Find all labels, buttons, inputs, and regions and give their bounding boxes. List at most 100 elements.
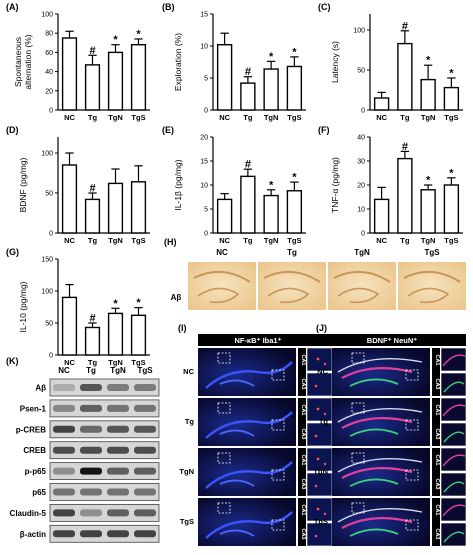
y-tick-label: 0 xyxy=(49,231,53,238)
inset-bdnf-ca3 xyxy=(443,531,465,543)
significance-mark: * xyxy=(292,172,297,184)
x-tick-label: TgN xyxy=(264,236,279,245)
wb-strip xyxy=(49,503,160,522)
significance-mark: # xyxy=(89,313,95,325)
fluor-row-label: TgN xyxy=(313,467,328,476)
x-tick-label: Tg xyxy=(400,236,410,245)
bar-chart-6: (F) TNF-α (pg/mg) 0 10 20 30 40 NC Tg # TgN * TgS * xyxy=(318,125,463,245)
y-axis-title: Exploration (%) xyxy=(173,33,183,91)
wb-strip xyxy=(49,399,160,418)
fluor-panel-I: (I) NF-κB⁺ Iba1⁺ NC CA1 CA3 Tg CA1 CA3 TgN CA1 CA3… xyxy=(178,323,333,547)
ihc-column-label: NC xyxy=(216,248,228,257)
fluor-row-TgS: TgS CA1 CA3 xyxy=(180,497,333,547)
wb-band xyxy=(134,488,156,496)
bar-TgN xyxy=(420,189,436,234)
wb-band xyxy=(134,384,156,391)
wb-row-7: Claudin-5 xyxy=(10,503,160,522)
bar-Tg xyxy=(397,42,413,111)
wb-band xyxy=(107,425,129,433)
bar-NC xyxy=(61,296,78,356)
x-tick-label: TgN xyxy=(264,113,279,122)
wb-band xyxy=(134,446,156,454)
bar-TgN xyxy=(107,182,124,234)
significance-mark: # xyxy=(245,66,251,78)
significance-mark: * xyxy=(113,298,118,310)
ihc-tissue xyxy=(328,262,396,310)
wb-band xyxy=(80,404,102,412)
dentate-layer xyxy=(219,429,255,437)
x-tick-label: TgS xyxy=(287,113,301,122)
fluor-main-image xyxy=(332,448,430,496)
x-tick-label: TgN xyxy=(108,113,123,122)
inset-neun-ca1 xyxy=(442,454,466,467)
significance-mark: * xyxy=(426,175,431,187)
bdnf-layer xyxy=(349,378,399,387)
wb-band xyxy=(134,467,156,475)
roi-box-ca3 xyxy=(405,519,419,531)
wb-band-name: p-p65 xyxy=(25,467,47,476)
bar-TgS xyxy=(286,65,303,111)
inset-label-ca1: CA1 xyxy=(434,504,440,515)
y-tick-label: 20 xyxy=(45,88,53,95)
x-tick-label: NC xyxy=(64,236,75,245)
y-tick-label: 0 xyxy=(361,231,365,238)
ihc-tissue xyxy=(398,262,466,310)
inset-label-strip xyxy=(432,348,440,396)
x-tick-label: NC xyxy=(219,236,230,245)
roi-box-ca1 xyxy=(217,402,231,414)
y-axis-title: IL-10 (pg/mg) xyxy=(18,281,28,332)
inset-label-ca1: CA1 xyxy=(300,404,306,415)
bdnf-layer xyxy=(349,478,399,487)
wb-band xyxy=(107,446,129,454)
inset-ca3 xyxy=(306,522,333,547)
fluor-header xyxy=(332,334,466,346)
inset-cell xyxy=(323,362,327,366)
wb-band xyxy=(80,488,102,496)
y-tick-label: 5 xyxy=(204,207,208,214)
ihc-tissue xyxy=(258,262,326,310)
wb-column-label: TgN xyxy=(110,366,126,375)
wb-band xyxy=(53,446,75,454)
fluor-panel-J: (J)BDNF⁺ NeuN⁺NCCA1CA3TgCA1CA3TgNCA1CA3T… xyxy=(313,323,467,547)
y-tick-label: 0 xyxy=(361,108,365,115)
wb-strip xyxy=(49,524,160,543)
panel-label: (G) xyxy=(6,247,19,257)
inset-cell xyxy=(314,484,318,488)
roi-box-ca1 xyxy=(351,402,365,414)
wb-band xyxy=(53,384,75,391)
bar-Tg xyxy=(84,198,101,234)
fluor-row-label: NC xyxy=(317,367,328,376)
wb-band xyxy=(53,509,75,517)
ca-layer xyxy=(337,358,423,373)
inset-label-ca3: CA3 xyxy=(434,528,440,539)
fluor-row-NC: NC CA1 CA3 xyxy=(183,347,333,397)
inset-label-ca1: CA1 xyxy=(434,354,440,365)
panel-label: (B) xyxy=(162,2,175,12)
bdnf-layer xyxy=(349,428,399,437)
fluor-row-TgN: TgN CA1 CA3 xyxy=(179,447,333,497)
inset-label-ca3: CA3 xyxy=(300,478,306,489)
x-tick-label: TgN xyxy=(421,236,436,245)
inset-cell xyxy=(316,357,320,361)
panel-label: (E) xyxy=(162,125,174,135)
dentate-curve xyxy=(407,287,450,304)
hippocampus-layer xyxy=(205,511,293,539)
inset-label-ca3: CA3 xyxy=(300,428,306,439)
ca-layer xyxy=(337,408,423,423)
y-tick-label: 20 xyxy=(200,135,208,142)
inset-neun-ca1 xyxy=(442,404,466,417)
ihc-image-NC: NC xyxy=(188,248,256,310)
hippocampus-layer xyxy=(205,361,293,389)
wb-band xyxy=(53,404,75,412)
y-tick-label: 10 xyxy=(200,183,208,190)
bar-TgN xyxy=(263,194,279,234)
wb-strip xyxy=(49,441,160,460)
significance-mark: * xyxy=(292,46,297,58)
bar-TgS xyxy=(443,184,460,234)
fluor-row-Tg: Tg CA1 CA3 xyxy=(185,397,333,447)
inset-cell xyxy=(323,462,327,466)
x-tick-label: TgN xyxy=(108,236,123,245)
bar-Tg xyxy=(84,64,101,111)
y-axis-title: TNF-α (pg/mg) xyxy=(330,157,340,213)
